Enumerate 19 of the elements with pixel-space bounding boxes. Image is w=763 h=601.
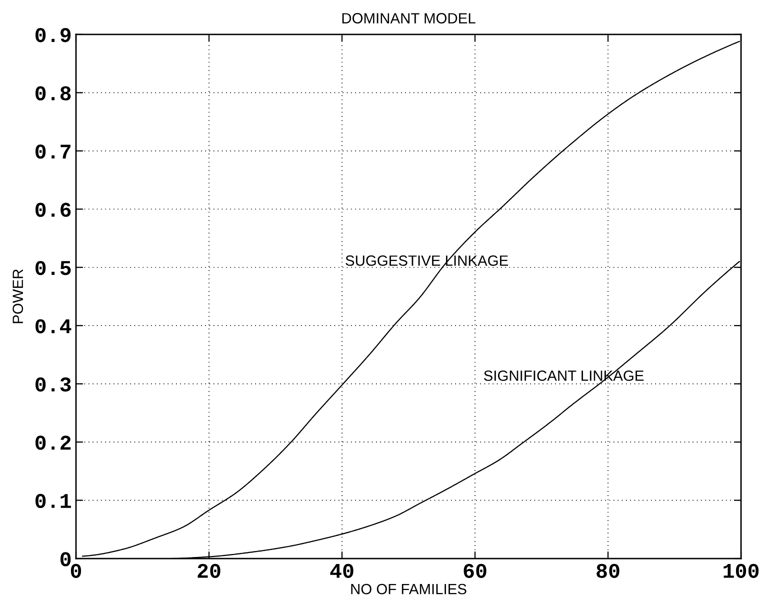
chart-title: DOMINANT MODEL	[342, 13, 476, 24]
y-tick-label: 0.2	[36, 436, 71, 450]
y-tick-label: 0.7	[36, 144, 70, 159]
y-tick-label: 0.8	[36, 86, 71, 100]
y-tick-label: 0.1	[36, 494, 71, 508]
x-tick-label: 40	[330, 564, 354, 578]
y-tick-label: 0.9	[36, 28, 71, 42]
x-tick-label: 60	[464, 564, 486, 578]
y-axis-title: POWER	[12, 269, 24, 324]
y-tick-label: 0.3	[36, 377, 71, 392]
x-tick-label: 0	[70, 564, 82, 578]
y-tick-label: 0.5	[36, 260, 71, 276]
y-tick-label: 0	[60, 552, 71, 566]
y-tick-label: 0.4	[36, 319, 72, 334]
x-tick-label: 20	[198, 564, 220, 578]
x-axis-title: NO OF FAMILIES	[351, 584, 466, 594]
y-tick-label: 0.6	[36, 202, 71, 217]
x-tick-label: 80	[596, 564, 620, 578]
x-tick-label: 100	[724, 564, 759, 578]
